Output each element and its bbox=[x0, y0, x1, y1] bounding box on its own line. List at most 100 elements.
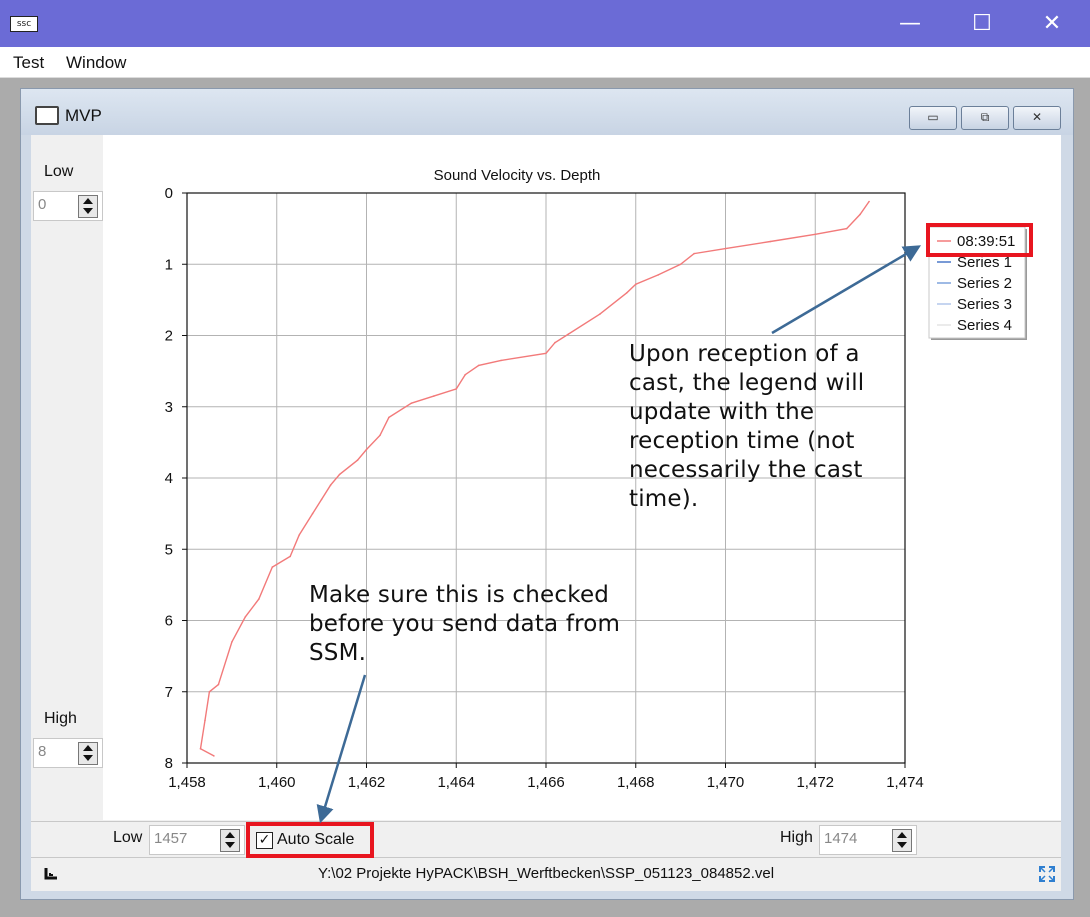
y-tick-label: 1 bbox=[165, 256, 173, 273]
child-restore-button[interactable]: ⧉ bbox=[961, 106, 1009, 130]
velocity-low-value[interactable]: 1457 bbox=[154, 830, 188, 847]
velocity-range-bar: Low 1457 ✓ Auto Scale High 1474 bbox=[31, 821, 1061, 858]
y-tick-label: 2 bbox=[165, 328, 173, 345]
data-point bbox=[204, 719, 206, 722]
legend-entry: Series 1 bbox=[957, 254, 1012, 271]
data-point bbox=[599, 313, 601, 315]
menu-item-window[interactable]: Window bbox=[66, 53, 127, 72]
depth-high-stepper[interactable] bbox=[78, 742, 98, 765]
velocity-low-stepper[interactable] bbox=[220, 829, 240, 852]
data-point bbox=[213, 755, 215, 757]
minimize-button[interactable]: — bbox=[899, 11, 921, 36]
depth-high-spinner[interactable]: 8 bbox=[33, 738, 103, 768]
x-tick-label: 1,472 bbox=[796, 774, 834, 791]
menu-bar: Test Window bbox=[0, 47, 1090, 78]
printer-icon bbox=[35, 106, 59, 125]
autoscale-annotation: Make sure this is checked before you sen… bbox=[309, 582, 621, 666]
data-point bbox=[657, 274, 659, 276]
auto-scale-check-icon[interactable]: ✓ bbox=[256, 832, 273, 849]
y-tick-label: 8 bbox=[165, 755, 173, 772]
data-point bbox=[410, 402, 413, 405]
data-point bbox=[329, 484, 332, 486]
data-point bbox=[868, 200, 870, 203]
velocity-high-label: High bbox=[780, 829, 813, 846]
y-tick-label: 7 bbox=[165, 684, 173, 701]
data-point bbox=[500, 359, 502, 362]
legend-entry: 08:39:51 bbox=[957, 233, 1015, 250]
y-tick-label: 5 bbox=[165, 541, 173, 558]
close-button[interactable]: ✕ bbox=[1042, 11, 1062, 36]
legend-annotation: Upon reception of a cast, the legend wil… bbox=[629, 341, 865, 512]
file-path: Y:\02 Projekte HyPACK\BSH_Werftbecken\SS… bbox=[317, 865, 775, 882]
data-point bbox=[271, 566, 274, 568]
data-point bbox=[769, 240, 772, 243]
velocity-high-stepper[interactable] bbox=[892, 829, 912, 852]
app-titlebar: ssc — ☐ ✕ bbox=[0, 0, 1090, 47]
data-point bbox=[365, 448, 368, 451]
x-tick-label: 1,460 bbox=[258, 774, 296, 791]
legend-callout-arrow bbox=[771, 245, 922, 335]
legend-highlight-box bbox=[926, 223, 1033, 257]
expand-icon[interactable] bbox=[1038, 865, 1056, 883]
auto-scale-checkbox[interactable]: ✓ Auto Scale bbox=[251, 827, 375, 853]
auto-scale-label[interactable]: Auto Scale bbox=[277, 831, 355, 848]
depth-low-value[interactable]: 0 bbox=[38, 196, 47, 213]
dock-corner-icon[interactable] bbox=[43, 866, 59, 882]
status-bar: Y:\02 Projekte HyPACK\BSH_Werftbecken\SS… bbox=[31, 857, 1061, 891]
data-point bbox=[379, 434, 381, 437]
child-close-button[interactable]: ✕ bbox=[1013, 106, 1061, 130]
data-point bbox=[635, 283, 637, 285]
series-line bbox=[199, 201, 870, 757]
data-point bbox=[338, 473, 341, 476]
data-point bbox=[199, 748, 202, 750]
data-point bbox=[724, 247, 727, 250]
autoscale-callout-arrow bbox=[316, 674, 367, 824]
data-point bbox=[626, 292, 628, 294]
depth-low-stepper[interactable] bbox=[78, 195, 98, 218]
data-point bbox=[679, 263, 682, 266]
data-point bbox=[455, 388, 458, 390]
data-point bbox=[554, 341, 556, 344]
depth-low-label: Low bbox=[44, 163, 74, 180]
y-tick-label: 6 bbox=[165, 613, 173, 630]
mvp-title: MVP bbox=[65, 106, 102, 125]
data-point bbox=[859, 213, 861, 216]
menu-item-test[interactable]: Test bbox=[13, 53, 45, 72]
mvp-window: MVP ▭ ⧉ ✕ Low 0 High 8 Sound Velocity vs… bbox=[20, 88, 1074, 900]
data-point bbox=[388, 416, 390, 419]
auto-scale-highlight-box bbox=[246, 822, 374, 858]
data-point bbox=[814, 233, 817, 236]
velocity-low-spinner[interactable]: 1457 bbox=[149, 825, 245, 855]
legend-entry: Series 3 bbox=[957, 296, 1012, 313]
data-point bbox=[217, 683, 220, 686]
child-minimize-button[interactable]: ▭ bbox=[909, 106, 957, 130]
velocity-high-value[interactable]: 1474 bbox=[824, 830, 858, 847]
data-point bbox=[464, 373, 467, 376]
x-tick-label: 1,470 bbox=[707, 774, 745, 791]
chart-panel: Sound Velocity vs. Depth 1,458 1,460 1,462… bbox=[103, 135, 1061, 820]
depth-high-value[interactable]: 8 bbox=[38, 743, 47, 760]
x-tick-label: 1,466 bbox=[527, 774, 565, 791]
mvp-titlebar[interactable]: MVP ▭ ⧉ ✕ bbox=[21, 89, 1073, 135]
velocity-low-label: Low bbox=[113, 829, 143, 846]
data-point bbox=[298, 534, 300, 536]
x-tick-label: 1,468 bbox=[617, 774, 655, 791]
data-point bbox=[208, 691, 211, 693]
data-point bbox=[231, 641, 233, 643]
y-tick-label: 3 bbox=[165, 399, 173, 416]
mvp-client-area: Low 0 High 8 Sound Velocity vs. Depth 1,… bbox=[31, 135, 1061, 891]
legend-entry: Series 4 bbox=[957, 317, 1012, 334]
data-point bbox=[258, 598, 260, 600]
y-tick-label: 4 bbox=[165, 470, 173, 487]
chart-title: Sound Velocity vs. Depth bbox=[434, 167, 601, 184]
data-point bbox=[320, 498, 323, 501]
x-tick-label: 1,462 bbox=[348, 774, 386, 791]
x-tick-label: 1,458 bbox=[168, 774, 206, 791]
data-point bbox=[845, 227, 848, 230]
velocity-high-spinner[interactable]: 1474 bbox=[819, 825, 917, 855]
depth-low-spinner[interactable]: 0 bbox=[33, 191, 103, 221]
x-tick-label: 1,474 bbox=[886, 774, 924, 791]
data-point bbox=[244, 616, 247, 618]
maximize-button[interactable]: ☐ bbox=[972, 11, 992, 36]
